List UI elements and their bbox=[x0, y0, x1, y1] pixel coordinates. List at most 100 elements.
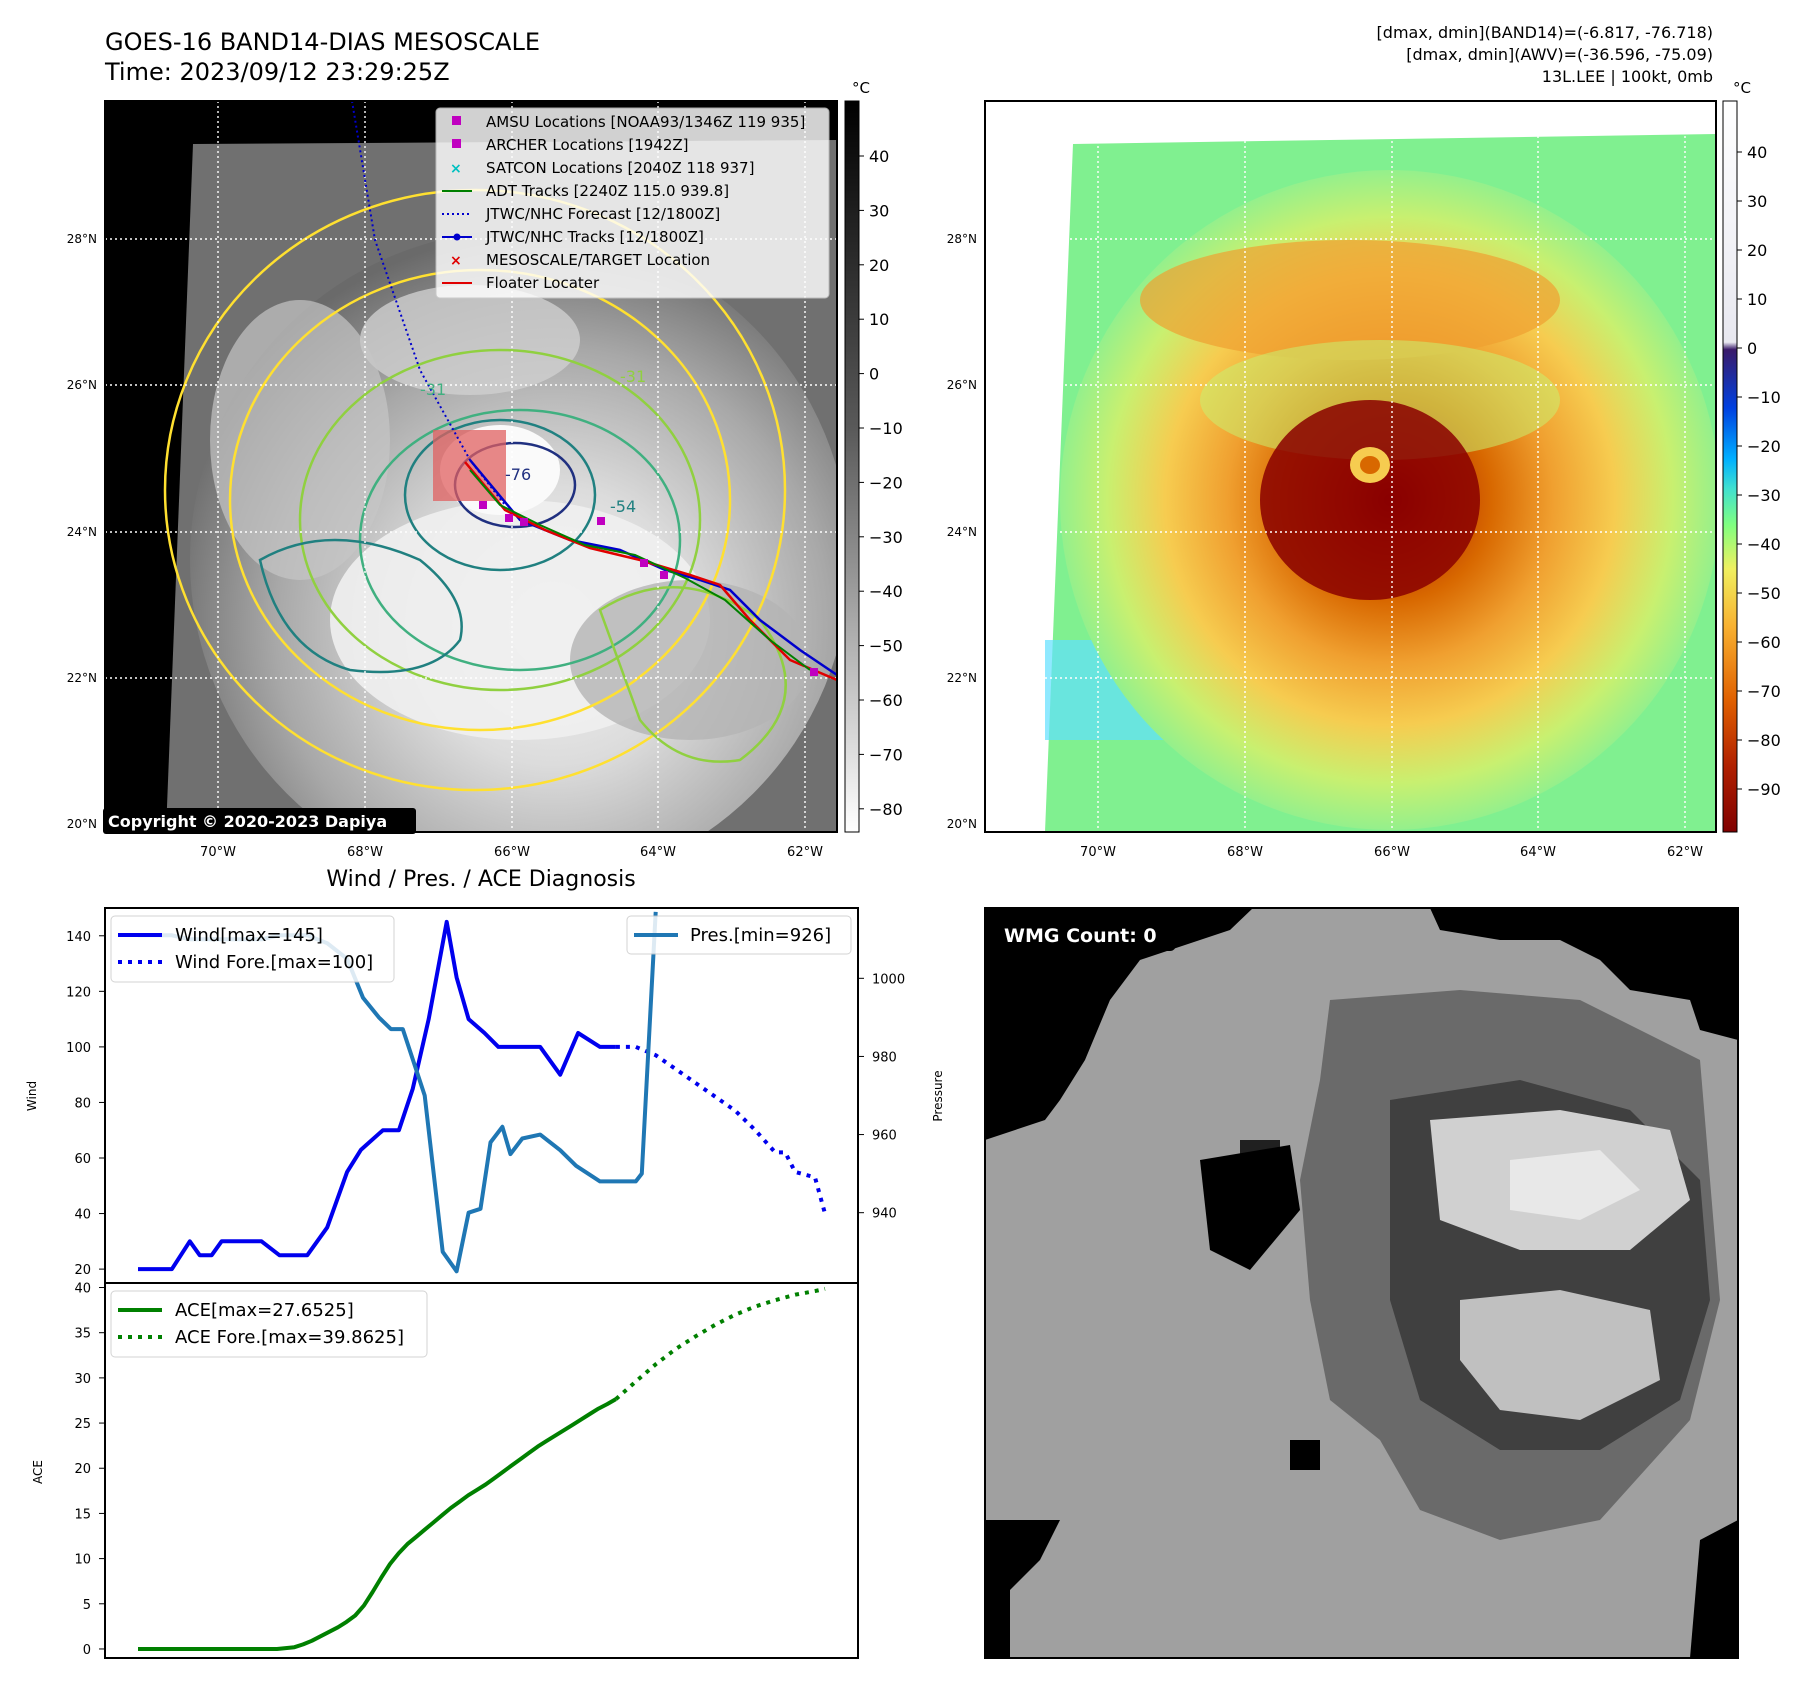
storm-info-text: 13L.LEE | 100kt, 0mb bbox=[1542, 67, 1713, 86]
figure-title: GOES-16 BAND14-DIAS MESOSCALE bbox=[105, 28, 540, 56]
satcon-legend-icon: × bbox=[450, 161, 462, 177]
wind-forecast-series-line bbox=[615, 1044, 827, 1215]
ir-lon-66: 66°W bbox=[494, 845, 530, 860]
ir-lat-28: 28°N bbox=[67, 232, 97, 246]
adt-track-line bbox=[469, 469, 811, 671]
wind-ytick-label: 40 bbox=[74, 1208, 91, 1223]
copyright-text: Copyright © 2020-2023 Dapiya bbox=[108, 812, 387, 831]
ir-lon-68: 68°W bbox=[347, 845, 383, 860]
ace-series-group bbox=[138, 1286, 826, 1651]
color-colorbar-tick-label: −30 bbox=[1747, 486, 1781, 505]
color-colorbar-tick-label: −60 bbox=[1747, 633, 1781, 652]
pressure-ytick-label: 940 bbox=[872, 1207, 897, 1222]
wind-ytick-label: 60 bbox=[74, 1152, 91, 1167]
color-colorbar-tick-label: 0 bbox=[1747, 339, 1757, 358]
copyright-box bbox=[103, 808, 416, 834]
awv-lon-62: 62°W bbox=[1667, 845, 1703, 860]
contour-label-3: -76 bbox=[505, 465, 531, 484]
wind-series-line bbox=[138, 919, 616, 1272]
gray-colorbar-tick-label: −30 bbox=[869, 528, 903, 547]
target-legend-icon: × bbox=[450, 253, 462, 269]
contour-label-1: -31 bbox=[420, 380, 446, 399]
ir-lon-70: 70°W bbox=[200, 845, 236, 860]
color-colorbar-unit: °C bbox=[1733, 79, 1751, 97]
wmg-frame bbox=[984, 907, 1739, 1659]
ace-ytick-label: 30 bbox=[74, 1372, 91, 1387]
wind-yaxis-ticks: 20 40 60 80 100 120 140 bbox=[66, 930, 105, 1278]
ace-ytick-label: 35 bbox=[74, 1327, 91, 1342]
gray-colorbar-tick-label: −50 bbox=[869, 637, 903, 656]
ace-chart: 0 5 10 15 20 25 30 35 40 ACE ACE[max=27.6525] AC… bbox=[31, 1282, 859, 1659]
ir-lon-62: 62°W bbox=[787, 845, 823, 860]
color-colorbar-tick-label: 30 bbox=[1747, 192, 1767, 211]
wind-ylabel: Wind bbox=[25, 1081, 39, 1111]
figure-time: Time: 2023/09/12 23:29:25Z bbox=[104, 58, 450, 86]
gray-colorbar bbox=[844, 100, 860, 833]
wind-legend-label: Wind[max=145] bbox=[175, 925, 323, 946]
wind-ytick-label: 140 bbox=[66, 930, 91, 945]
ace-ytick-label: 0 bbox=[83, 1643, 91, 1658]
awv-map-panel: 28°N 26°N 24°N 22°N 20°N 70°W 68°W 66°W … bbox=[947, 79, 1781, 860]
awv-map-frame bbox=[984, 100, 1717, 833]
color-colorbar-tick-label: −70 bbox=[1747, 682, 1781, 701]
wind-ytick-label: 100 bbox=[66, 1041, 91, 1056]
wind-fore-legend-label: Wind Fore.[max=100] bbox=[175, 952, 373, 973]
ir-lat-labels: 28°N 26°N 24°N 22°N 20°N bbox=[67, 232, 97, 831]
pressure-ytick-label: 1000 bbox=[872, 972, 905, 987]
pressure-legend-label: Pres.[min=926] bbox=[690, 925, 831, 946]
color-colorbar-tick-label: −50 bbox=[1747, 584, 1781, 603]
ace-ytick-label: 20 bbox=[74, 1462, 91, 1477]
pressure-yaxis-ticks: 940 960 980 1000 bbox=[858, 972, 905, 1222]
color-colorbar bbox=[1722, 100, 1738, 833]
amsu-legend-icon bbox=[452, 116, 461, 125]
legend-adt: ADT Tracks [2240Z 115.0 939.8] bbox=[486, 182, 729, 200]
wind-legend: Wind[max=145] Wind Fore.[max=100] bbox=[110, 915, 395, 983]
color-colorbar-ticks: 40 30 20 10 0 −10 −20 −30 −40 −50 −60 −70 −80 −90 bbox=[1737, 143, 1781, 799]
ir-lon-labels: 70°W 68°W 66°W 64°W 62°W bbox=[200, 845, 823, 860]
gray-colorbar-tick-label: −40 bbox=[869, 582, 903, 601]
color-colorbar-tick-label: 40 bbox=[1747, 143, 1767, 162]
legend-tracks: JTWC/NHC Tracks [12/1800Z] bbox=[485, 228, 704, 246]
wmg-panel: WMG Count: 0 bbox=[984, 907, 1739, 1659]
ace-ytick-label: 5 bbox=[83, 1598, 91, 1613]
color-colorbar-tick-label: −90 bbox=[1747, 780, 1781, 799]
awv-lon-labels: 70°W 68°W 66°W 64°W 62°W bbox=[1080, 845, 1703, 860]
pressure-legend: Pres.[min=926] bbox=[626, 915, 852, 955]
gray-colorbar-tick-label: −60 bbox=[869, 691, 903, 710]
gray-colorbar-tick-label: 20 bbox=[869, 256, 889, 275]
ace-yaxis-ticks: 0 5 10 15 20 25 30 35 40 bbox=[74, 1282, 105, 1658]
gray-colorbar-ticks: 40 30 20 10 0 −10 −20 −30 −40 −50 −60 −70 −80 bbox=[859, 147, 903, 819]
ir-lat-22: 22°N bbox=[67, 671, 97, 685]
awv-lat-28: 28°N bbox=[947, 232, 977, 246]
ir-lat-20: 20°N bbox=[67, 817, 97, 831]
gray-colorbar-tick-label: 0 bbox=[869, 365, 879, 384]
awv-lat-labels: 28°N 26°N 24°N 22°N 20°N bbox=[947, 232, 977, 831]
contour-label-4: -31 bbox=[620, 367, 646, 386]
ace-forecast-series-line bbox=[614, 1286, 826, 1401]
archer-legend-icon bbox=[452, 139, 461, 148]
awv-lon-68: 68°W bbox=[1227, 845, 1263, 860]
wmg-imagery bbox=[985, 908, 1738, 1658]
ir-lat-26: 26°N bbox=[67, 378, 97, 392]
color-colorbar-tick-label: 10 bbox=[1747, 290, 1767, 309]
ace-legend: ACE[max=27.6525] ACE Fore.[max=39.8625] bbox=[110, 1290, 428, 1358]
gray-colorbar-tick-label: −20 bbox=[869, 473, 903, 492]
ir-map-frame bbox=[104, 100, 838, 833]
gray-colorbar-tick-label: −80 bbox=[869, 800, 903, 819]
wind-ytick-label: 120 bbox=[66, 985, 91, 1000]
ir-map-legend: AMSU Locations [NOAA93/1346Z 119 935] AR… bbox=[435, 107, 830, 299]
legend-target: MESOSCALE/TARGET Location bbox=[486, 251, 710, 269]
color-colorbar-tick-label: −80 bbox=[1747, 731, 1781, 750]
ir-track-overlay bbox=[351, 101, 837, 682]
awv-imagery bbox=[985, 101, 1716, 832]
awv-lat-24: 24°N bbox=[947, 525, 977, 539]
wind-ytick-label: 80 bbox=[74, 1096, 91, 1111]
awv-lon-70: 70°W bbox=[1080, 845, 1116, 860]
color-colorbar-tick-label: 20 bbox=[1747, 241, 1767, 260]
gray-colorbar-unit: °C bbox=[852, 79, 870, 97]
ir-lat-24: 24°N bbox=[67, 525, 97, 539]
awv-lon-66: 66°W bbox=[1374, 845, 1410, 860]
wind-pressure-chart: 20 40 60 80 100 120 140 940 960 980 1000 Wind Pre… bbox=[25, 907, 945, 1284]
ir-map-panel: -31 -54 -76 -31 AMSU Locations [NOAA93/1… bbox=[67, 79, 903, 860]
gray-colorbar-tick-label: 40 bbox=[869, 147, 889, 166]
